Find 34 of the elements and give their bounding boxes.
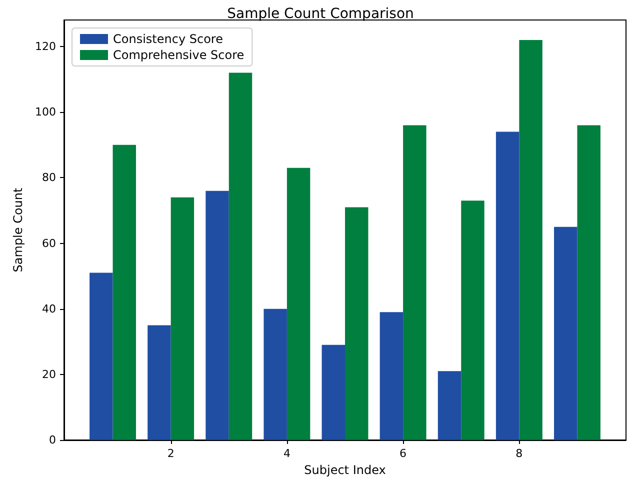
bar — [286, 168, 310, 440]
y-tick-label: 40 — [42, 302, 56, 316]
bar — [438, 371, 462, 440]
bar — [554, 226, 578, 440]
x-tick-label: 2 — [167, 447, 174, 460]
y-tick-label: 20 — [42, 368, 56, 381]
bar — [322, 344, 345, 440]
x-tick-label: 4 — [283, 447, 290, 460]
y-axis-title: Sample Count — [11, 187, 25, 272]
bar — [496, 132, 520, 440]
bar — [90, 272, 113, 440]
y-tick-label: 120 — [35, 40, 56, 54]
bar — [228, 72, 252, 440]
bar — [380, 312, 404, 440]
bar — [519, 40, 542, 440]
x-tick-label: 6 — [400, 447, 407, 460]
y-tick-label: 80 — [42, 171, 56, 184]
bar — [264, 308, 287, 440]
bar — [345, 207, 368, 440]
legend-label: Consistency Score — [113, 32, 223, 46]
bar — [577, 125, 600, 440]
y-tick-label: 60 — [42, 236, 56, 250]
bar — [461, 200, 484, 440]
bar — [148, 325, 171, 440]
y-tick-label: 100 — [35, 106, 56, 119]
legend-label: Comprehensive Score — [113, 48, 244, 62]
x-axis-title: Subject Index — [304, 463, 386, 477]
chart-title: Sample Count Comparison — [227, 6, 414, 22]
bar — [206, 190, 229, 440]
x-tick-label: 8 — [516, 447, 523, 460]
y-tick-label: 0 — [49, 434, 56, 446]
bar — [112, 144, 136, 440]
bar — [170, 197, 194, 440]
bar — [403, 125, 426, 440]
